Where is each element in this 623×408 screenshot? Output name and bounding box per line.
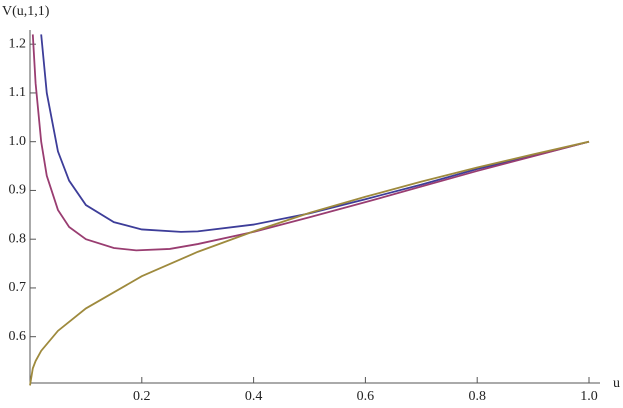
y-tick-label: 0.6 bbox=[9, 329, 27, 344]
y-tick-label: 1.2 bbox=[9, 36, 27, 51]
y-tick-label: 1.0 bbox=[9, 134, 27, 149]
x-tick-label: 0.4 bbox=[245, 389, 263, 404]
x-tick-label: 1.0 bbox=[580, 389, 598, 404]
line bbox=[29, 140, 590, 386]
y-tick-label: 0.7 bbox=[9, 280, 27, 295]
y-tick-label: 1.1 bbox=[9, 85, 27, 100]
x-tick-label: 0.6 bbox=[357, 389, 375, 404]
y-tick-label: 0.9 bbox=[9, 183, 27, 198]
x-tick-label: 0.8 bbox=[468, 389, 486, 404]
y-tick-label: 0.8 bbox=[9, 231, 27, 246]
line bbox=[31, 34, 590, 252]
line bbox=[40, 34, 590, 233]
x-tick-label: 0.2 bbox=[133, 389, 151, 404]
x-axis-label: u bbox=[613, 376, 620, 391]
y-axis-label: V(u,1,1) bbox=[2, 4, 50, 19]
